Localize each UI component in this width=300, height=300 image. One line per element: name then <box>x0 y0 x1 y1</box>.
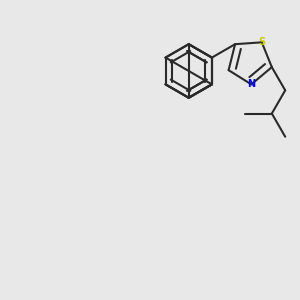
Text: S: S <box>258 37 266 47</box>
Text: N: N <box>247 80 255 89</box>
